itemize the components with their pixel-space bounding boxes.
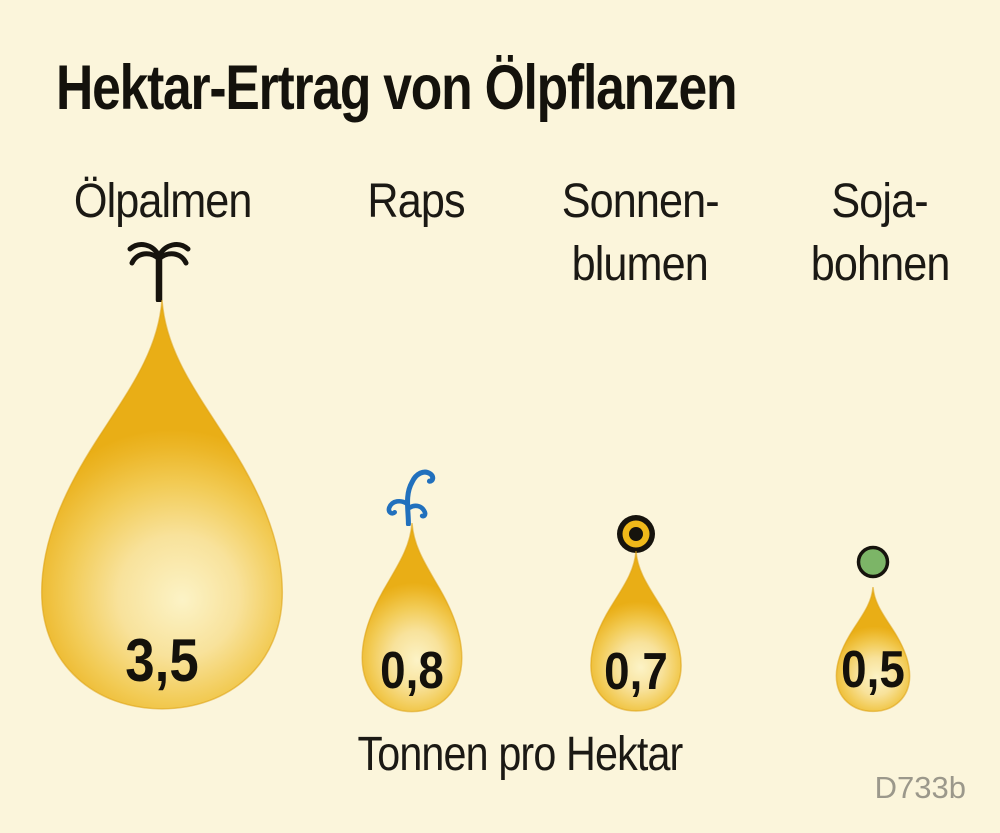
category-label-oelpalmen: Ölpalmen [74,175,253,228]
oil-drop-sonnenblumen [588,551,684,713]
rapeseed-icon [386,469,436,526]
sunflower-icon [617,515,655,553]
source-id: D733b [874,770,966,805]
value-sojabohnen: 0,5 [841,641,905,699]
category-label-sojabohnen: Soja- bohnen [810,175,951,291]
oil-palm-icon [127,242,191,302]
oil-drop-sojabohnen [834,587,912,713]
page-title: Hektar-Ertrag von Ölpflanzen [56,53,738,123]
oil-drop-raps [359,523,465,714]
value-raps: 0,8 [380,642,444,700]
soybean-icon [856,545,890,579]
category-label-raps: Raps [367,175,465,228]
category-label-sonnenblumen: Sonnen- blumen [561,175,719,291]
value-oelpalmen: 3,5 [125,627,199,694]
unit-label: Tonnen pro Hektar [357,728,684,781]
value-sonnenblumen: 0,7 [604,643,668,701]
oil-drop-oelpalmen [34,300,290,714]
